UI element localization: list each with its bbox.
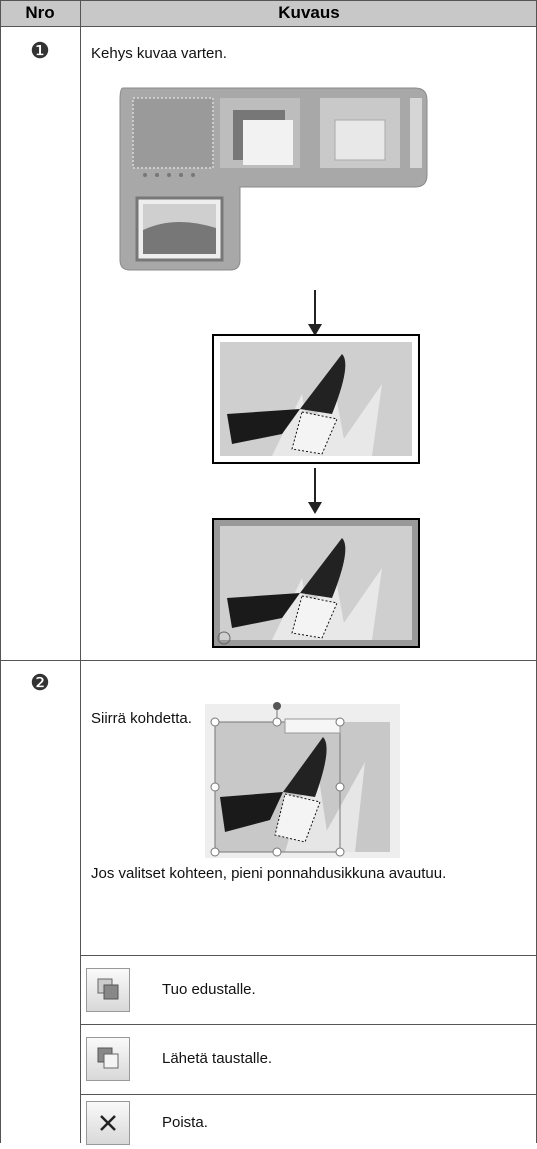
header-cell: Kuvaus xyxy=(81,0,537,26)
border xyxy=(80,955,537,956)
border xyxy=(0,26,537,27)
description: Kehys kuvaa varten. xyxy=(91,45,227,62)
action-label: Tuo edustalle. xyxy=(162,981,256,998)
selected-object xyxy=(205,702,400,858)
send-back-icon xyxy=(86,1037,130,1081)
note: Jos valitset kohteen, pieni ponnahdusikk… xyxy=(91,865,447,882)
border xyxy=(80,1094,537,1095)
arrow xyxy=(308,290,322,336)
bring-front-icon xyxy=(86,968,130,1012)
arrow xyxy=(308,468,322,514)
border xyxy=(0,0,537,1)
row-number: ❶ xyxy=(30,38,50,63)
action-label: Lähetä taustalle. xyxy=(162,1050,273,1067)
frame-palette xyxy=(119,87,428,271)
action-label: Poista. xyxy=(162,1114,208,1131)
framed-photo xyxy=(212,518,420,648)
description: Siirrä kohdetta. xyxy=(91,710,192,727)
row-number: ❷ xyxy=(30,670,50,695)
border xyxy=(0,0,1,1143)
border xyxy=(80,1024,537,1025)
delete-icon xyxy=(86,1101,130,1145)
header-cell: Nro xyxy=(0,0,80,26)
border xyxy=(0,660,537,661)
butterfly-photo xyxy=(212,334,420,464)
border xyxy=(80,0,81,1143)
